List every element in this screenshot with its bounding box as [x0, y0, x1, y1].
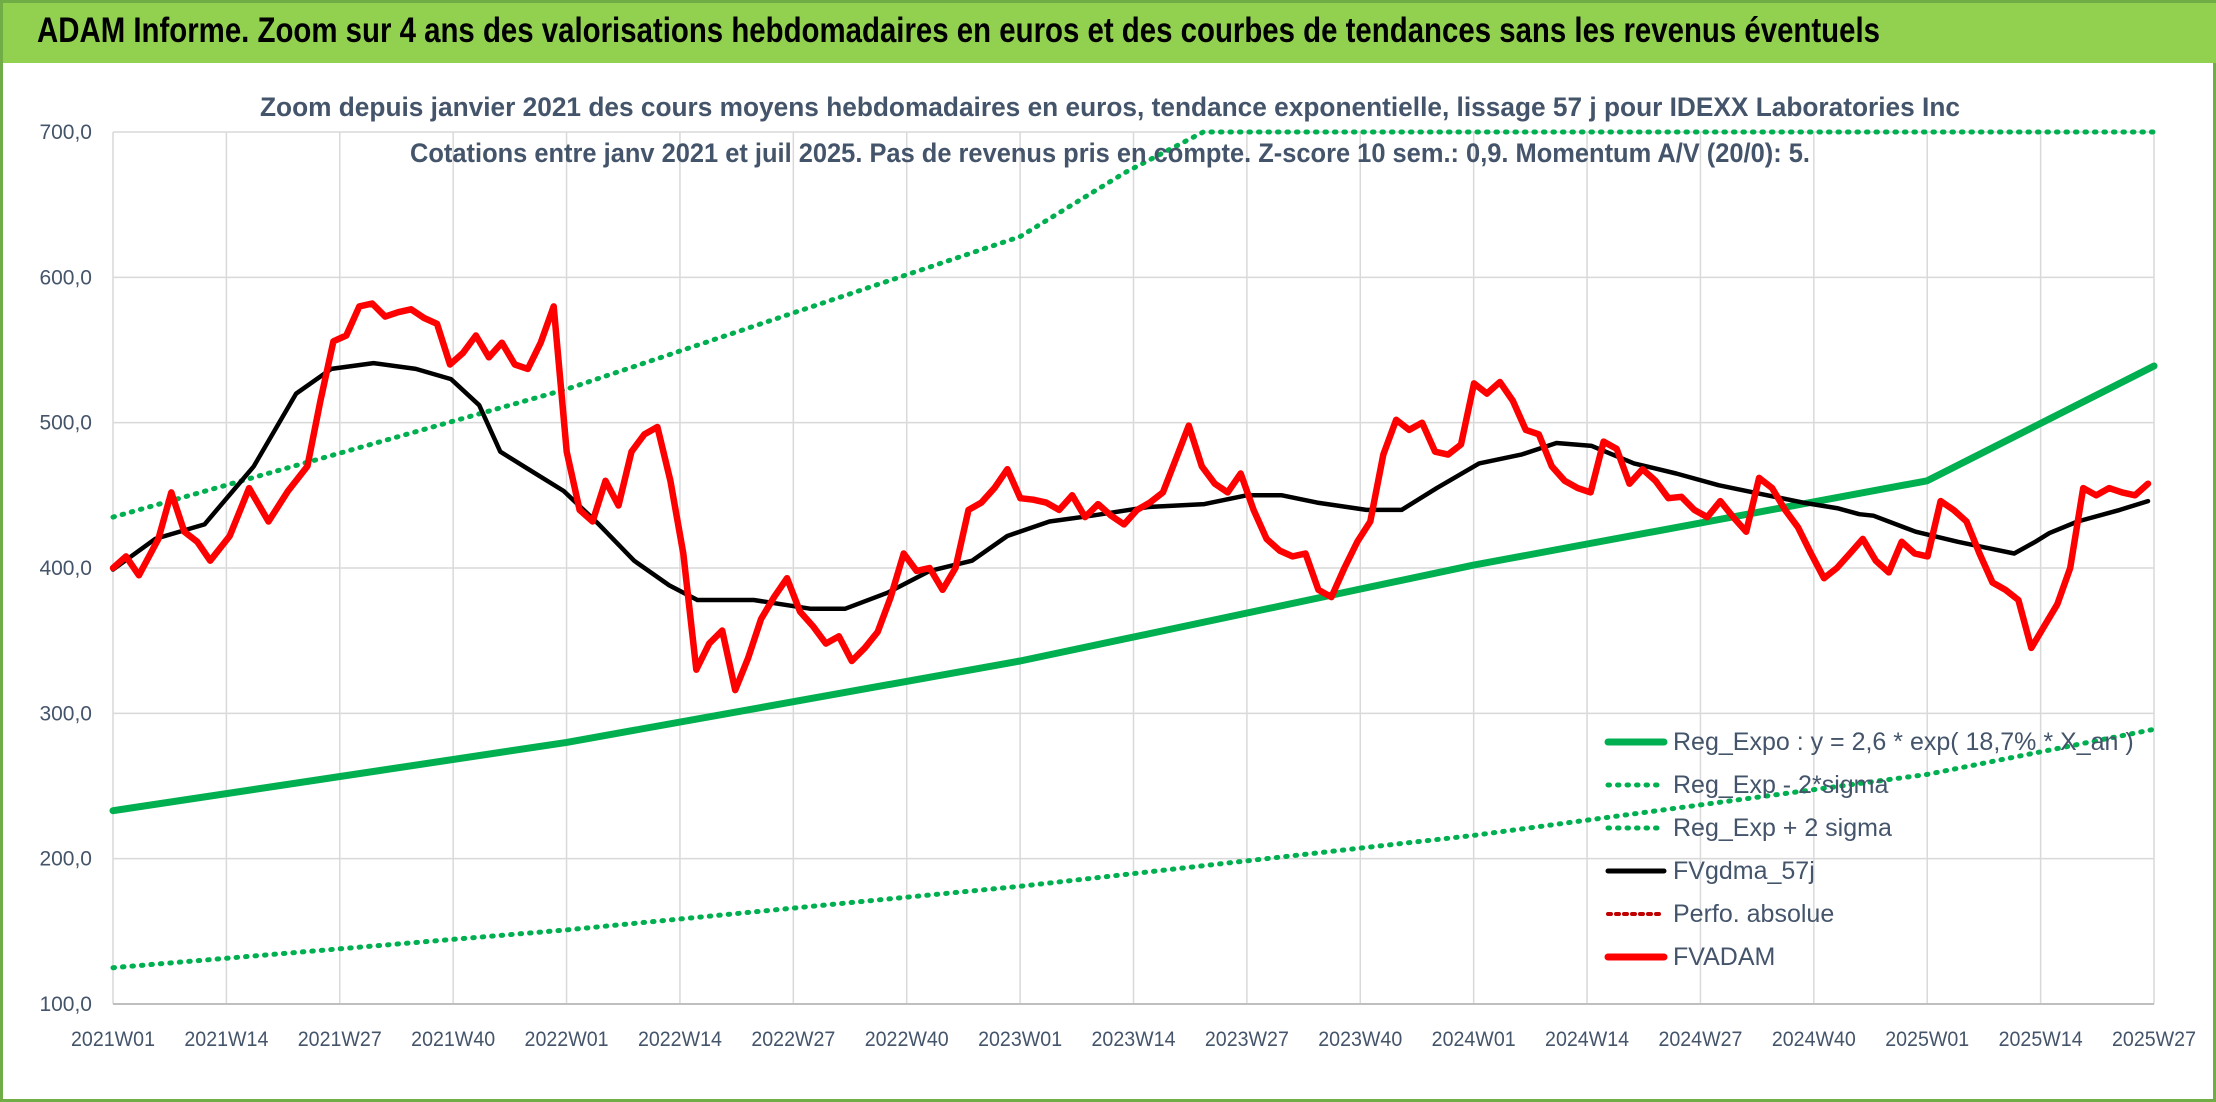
x-tick-label: 2021W40 — [411, 1028, 495, 1051]
x-tick-label: 2024W27 — [1658, 1028, 1742, 1051]
chart-title: Zoom depuis janvier 2021 des cours moyen… — [260, 92, 1960, 122]
x-tick-label: 2021W01 — [71, 1028, 155, 1051]
x-tick-label: 2025W01 — [1885, 1028, 1969, 1051]
x-tick-label: 2022W27 — [751, 1028, 835, 1051]
series-fvgdma-57j — [110, 360, 2151, 611]
y-axis: 100,0 200,0 300,0 400,0 500,0 600,0 700,0 — [39, 121, 92, 1016]
x-tick-label: 2024W01 — [1432, 1028, 1516, 1051]
x-tick-label: 2023W01 — [978, 1028, 1062, 1051]
series-reg-minus-2sigma — [110, 726, 2157, 971]
legend: Reg_Expo : y = 2,6 * exp( 18,7% * X_an )… — [1604, 728, 2134, 971]
x-tick-label: 2025W27 — [2112, 1028, 2196, 1051]
y-tick-label: 100,0 — [39, 993, 92, 1016]
x-tick-label: 2024W40 — [1772, 1028, 1856, 1051]
legend-perfo-absolue-label: Perfo. absolue — [1673, 900, 1834, 928]
series-reg-expo — [109, 362, 2158, 815]
x-tick-label: 2025W14 — [1999, 1028, 2083, 1051]
y-tick-label: 600,0 — [39, 266, 92, 289]
y-tick-label: 200,0 — [39, 848, 92, 871]
x-tick-label: 2024W14 — [1545, 1028, 1629, 1051]
x-tick-label: 2022W14 — [638, 1028, 722, 1051]
legend-reg-expo-label: Reg_Expo : y = 2,6 * exp( 18,7% * X_an ) — [1673, 728, 2134, 756]
series-fvadam — [109, 300, 2152, 694]
x-tick-label: 2021W27 — [298, 1028, 382, 1051]
x-tick-label: 2022W40 — [865, 1028, 949, 1051]
x-tick-label: 2023W40 — [1318, 1028, 1402, 1051]
legend-reg-minus-2sigma-label: Reg_Exp - 2*sigma — [1673, 771, 1888, 799]
x-axis: 2021W01 2021W14 2021W27 2021W40 2022W01 2022W… — [71, 1028, 2196, 1051]
y-tick-label: 500,0 — [39, 412, 92, 435]
x-tick-label: 2022W01 — [525, 1028, 609, 1051]
x-tick-label: 2023W27 — [1205, 1028, 1289, 1051]
legend-fvadam-label: FVADAM — [1673, 943, 1775, 971]
y-tick-label: 400,0 — [39, 557, 92, 580]
x-tick-label: 2021W14 — [184, 1028, 268, 1051]
legend-reg-plus-2sigma-label: Reg_Exp + 2 sigma — [1673, 814, 1892, 842]
y-tick-label: 700,0 — [39, 121, 92, 144]
x-tick-label: 2023W14 — [1092, 1028, 1176, 1051]
grid — [112, 131, 2155, 1005]
banner: ADAM Informe. Zoom sur 4 ans des valoris… — [3, 3, 2216, 63]
y-tick-label: 300,0 — [39, 702, 92, 725]
banner-title: ADAM Informe. Zoom sur 4 ans des valoris… — [37, 11, 1881, 50]
series-reg-plus-2sigma — [110, 129, 2157, 520]
legend-fvgdma-57j-label: FVgdma_57j — [1673, 857, 1815, 885]
plot-lines — [109, 129, 2158, 971]
chart-subtitle: Cotations entre janv 2021 et juil 2025. … — [410, 138, 1810, 168]
